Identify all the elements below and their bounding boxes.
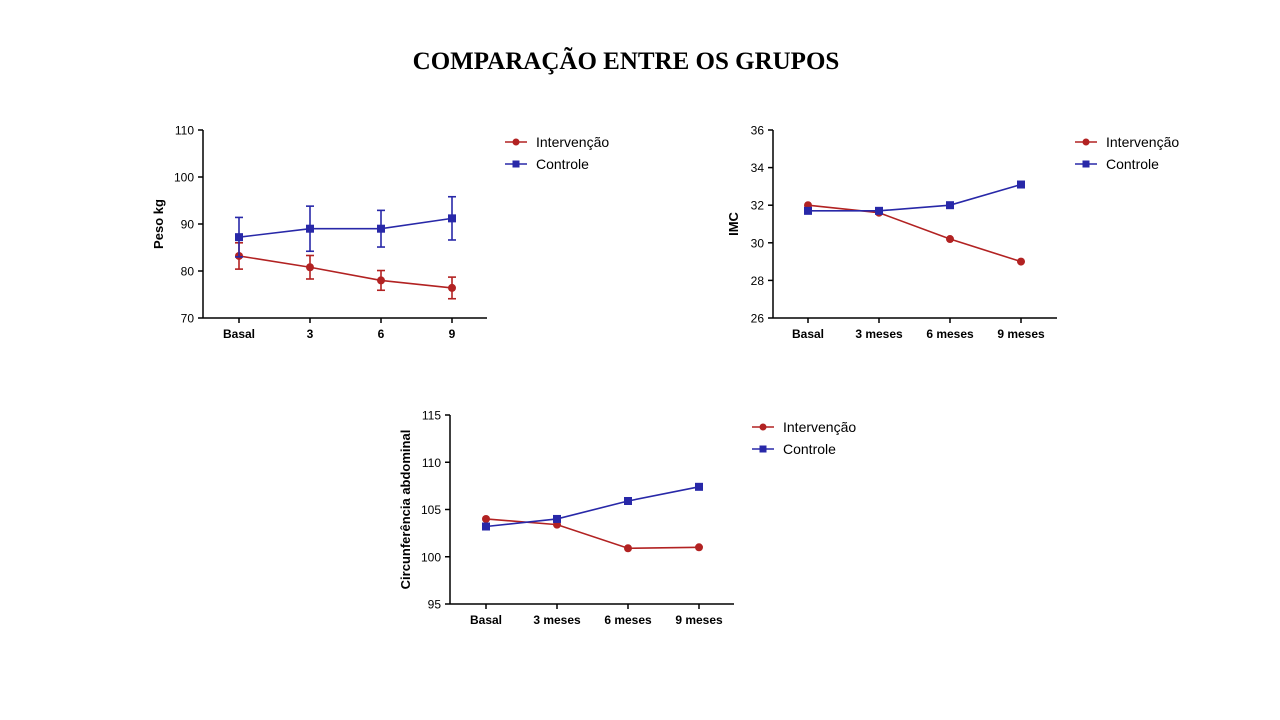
y-tick-label: 115 [422,409,441,423]
data-point-intervencao [306,263,314,272]
y-tick-label: 28 [751,274,765,288]
x-tick-label: 3 meses [855,327,903,341]
legend-marker-controle [1082,160,1090,168]
legend-label: Controle [783,441,836,457]
series-line-controle [485,486,700,528]
data-point-controle [695,482,703,491]
legend-label: Controle [1106,156,1159,172]
y-tick-label: 100 [174,171,194,185]
data-point-controle [482,522,490,531]
data-point-intervencao [1017,257,1025,266]
data-point-controle [804,206,812,215]
legend-marker-controle [512,160,520,168]
legend-label: Controle [536,156,589,172]
x-tick-label: 9 meses [997,327,1045,341]
y-tick-label: 105 [421,503,441,517]
y-tick-label: 70 [181,312,195,326]
x-tick-label: 6 meses [604,613,652,627]
legend-marker-intervencao [512,138,520,146]
legend-label: Intervenção [1106,134,1179,150]
data-point-intervencao [448,283,456,292]
x-tick-label: 9 meses [675,613,723,627]
page-title: COMPARAÇÃO ENTRE OS GRUPOS [412,48,840,75]
y-axis-label: Peso kg [151,199,166,249]
series-line-intervencao [485,518,700,550]
data-point-intervencao [482,514,490,523]
x-tick-label: 6 meses [926,327,974,341]
y-tick-label: 30 [751,236,765,250]
legend-marker-controle [759,445,767,453]
data-point-controle [946,201,954,210]
y-tick-label: 90 [181,218,195,232]
series-line-intervencao [807,204,1022,263]
data-point-controle [875,206,883,215]
data-point-controle [624,496,632,505]
y-axis-label: IMC [726,211,741,235]
data-point-intervencao [377,276,385,285]
y-tick-label: 36 [751,124,765,138]
legend-label: Intervenção [536,134,609,150]
series-line-intervencao [238,255,453,289]
data-point-controle [306,224,314,233]
y-tick-label: 80 [181,265,195,279]
data-point-controle [553,514,561,523]
data-point-intervencao [946,235,954,244]
y-tick-label: 95 [428,598,442,612]
x-tick-label: Basal [470,613,502,627]
data-point-controle [448,214,456,223]
data-point-intervencao [695,543,703,552]
x-tick-label: 3 meses [533,613,581,627]
y-tick-label: 26 [751,312,765,326]
x-tick-label: 9 [449,327,456,341]
x-tick-label: Basal [223,327,255,341]
data-point-intervencao [624,544,632,553]
x-tick-label: Basal [792,327,824,341]
data-point-controle [235,233,243,242]
y-tick-label: 100 [421,550,441,564]
series-line-controle [238,217,453,238]
series-line-controle [808,183,1022,212]
data-point-controle [377,224,385,233]
y-tick-label: 32 [751,199,765,213]
x-tick-label: 3 [307,327,314,341]
data-point-controle [1017,180,1025,189]
y-tick-label: 110 [422,456,441,470]
legend-label: Intervenção [783,419,856,435]
y-tick-label: 34 [751,161,765,175]
legend-marker-intervencao [1082,138,1090,146]
y-axis-label: Circunferência abdominal [398,430,413,590]
legend-marker-intervencao [759,423,767,431]
y-tick-label: 110 [175,124,194,138]
x-tick-label: 6 [378,327,385,341]
